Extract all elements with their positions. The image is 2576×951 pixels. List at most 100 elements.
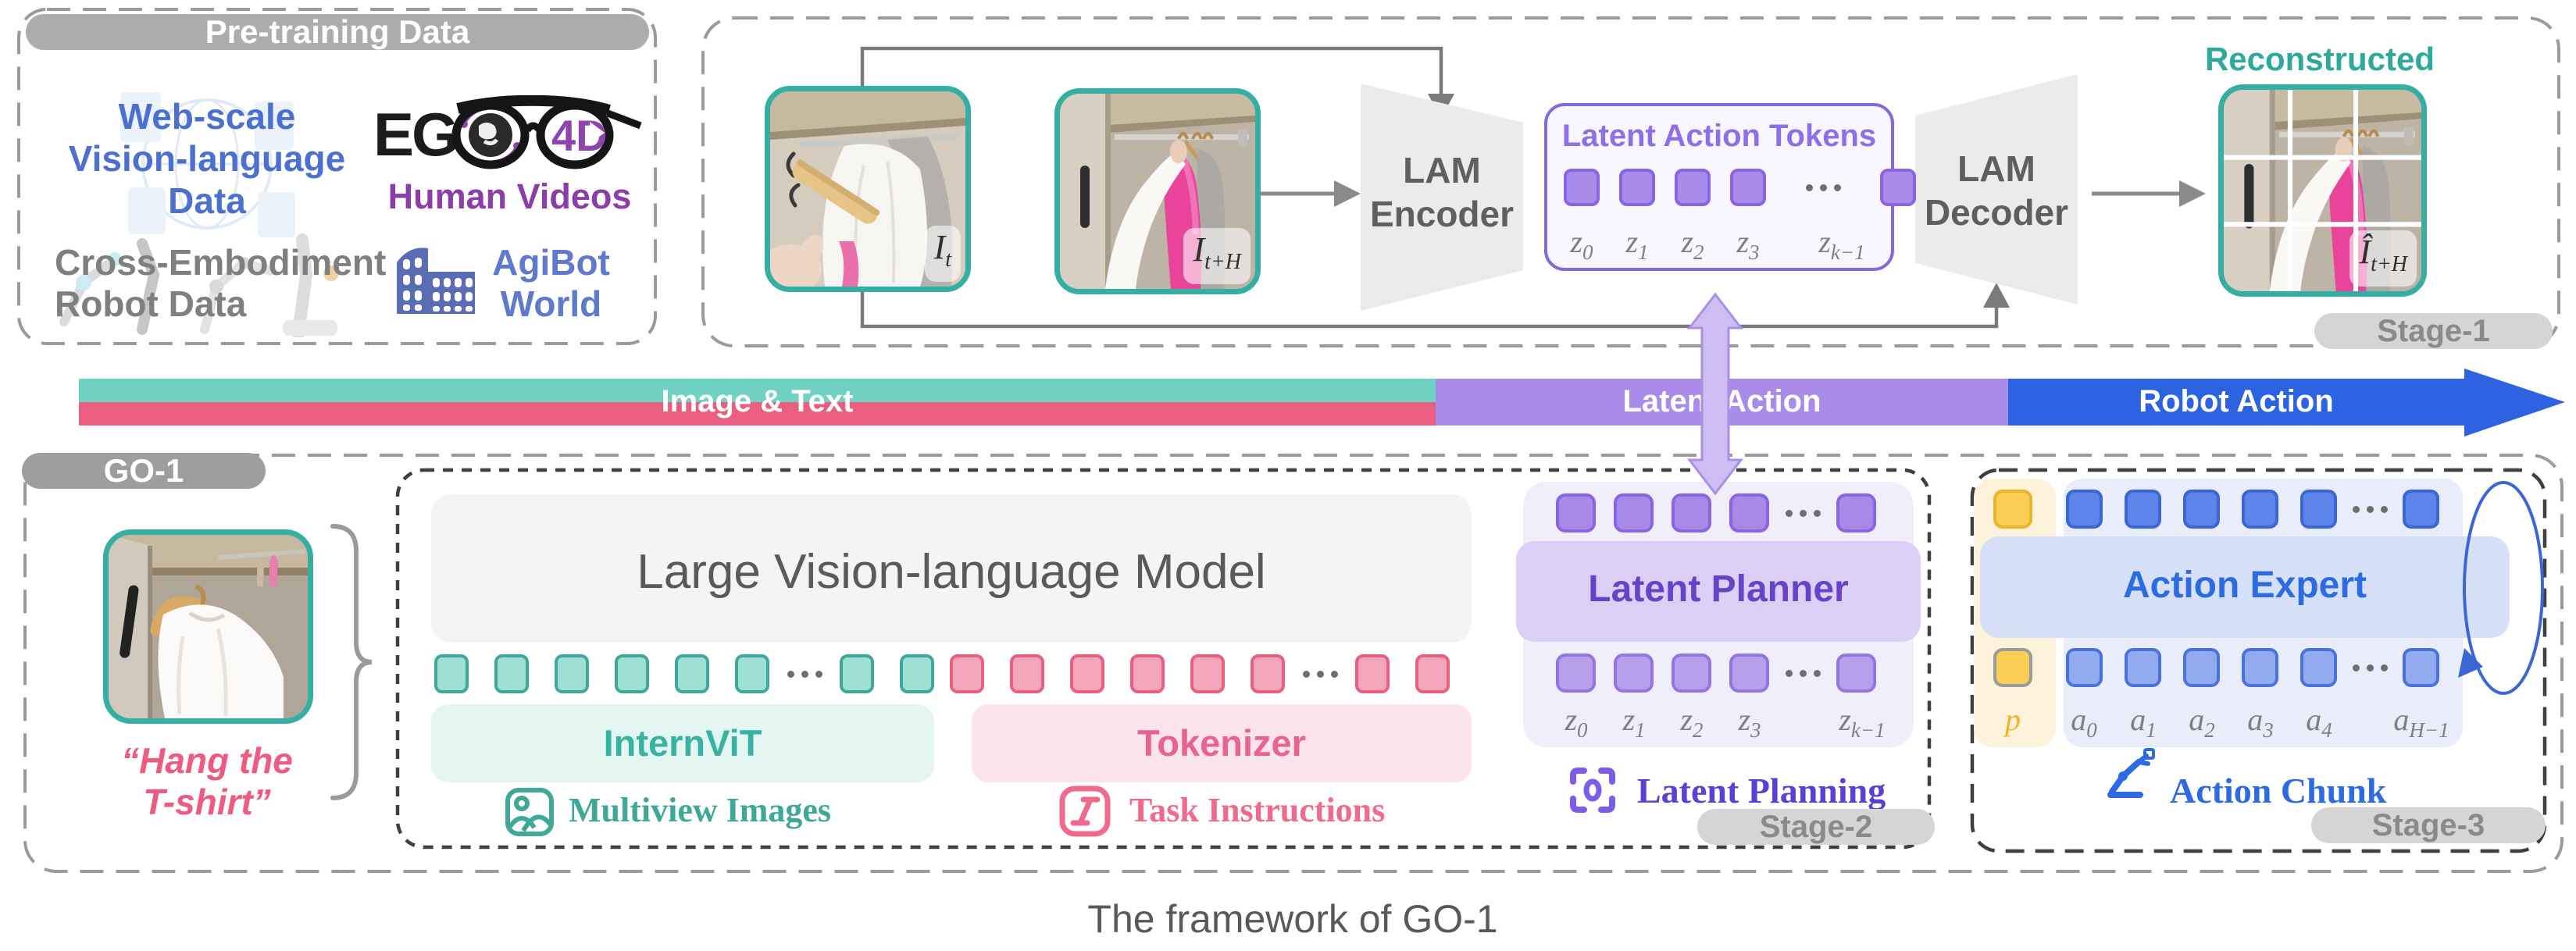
figure-caption: The framework of GO-1	[1087, 897, 1498, 941]
task-instructions-label: Task Instructions	[1129, 791, 1386, 829]
a0-label: a0	[2071, 702, 2097, 742]
ego4d-logo: EG 4D	[373, 95, 642, 169]
go1-pill: GO-1	[22, 452, 266, 489]
bottom-feedback-line	[860, 283, 1999, 329]
token	[1675, 169, 1711, 206]
action-loop-arrow	[2458, 481, 2544, 695]
multiview-images-icon	[505, 788, 554, 836]
top-feedback-line	[860, 46, 1443, 94]
ellipsis-icon	[1785, 509, 1821, 517]
reconstructed-title: Reconstructed	[2204, 41, 2435, 77]
token	[2183, 490, 2220, 529]
token	[1672, 654, 1711, 693]
robot-arm-icon	[2107, 748, 2155, 798]
band-arrowhead	[2464, 369, 2565, 436]
a2-label: a2	[2189, 702, 2215, 742]
frames-to-encoder-arrowhead	[1334, 180, 1361, 207]
token	[2125, 648, 2161, 687]
token	[2300, 648, 2337, 687]
lvlm-box	[431, 494, 1472, 643]
recon-symbol: Î	[2359, 233, 2371, 272]
a3-label: a3	[2247, 702, 2274, 742]
robot-arms-graphic	[59, 233, 339, 337]
latent-planner-box	[1516, 541, 1921, 642]
band-image-text-bottom	[79, 402, 1436, 426]
task-quote: “Hang the T-shirt”	[94, 740, 320, 823]
token	[2242, 490, 2278, 529]
token	[950, 654, 984, 693]
token	[1880, 169, 1916, 206]
token	[434, 654, 469, 693]
stage1-box-border	[701, 16, 2560, 347]
latent-planning-icon	[1570, 768, 1615, 813]
frame-th-image: It+H	[1054, 88, 1261, 294]
frame-th-label: It+H	[1183, 228, 1251, 284]
recon-label: Ît+H	[2349, 230, 2417, 287]
latent-planner-label: Latent Planner	[1588, 568, 1849, 610]
latent-planning-label: Latent Planning	[1637, 771, 1886, 810]
token	[494, 654, 529, 693]
stage2-pill: Stage-2	[1697, 809, 1935, 845]
band-robot-action-label: Robot Action	[2139, 384, 2334, 419]
lam-decoder-line2: Decoder	[1924, 192, 2069, 233]
token	[1556, 493, 1596, 532]
multiview-images-label: Multiview Images	[569, 791, 832, 829]
planner-z2-label: z2	[1680, 702, 1704, 742]
stage3-box-border	[1970, 468, 2547, 853]
ellipsis-icon	[2352, 505, 2388, 513]
recon-subscript: t+H	[2371, 252, 2407, 276]
tokenizer-box	[972, 704, 1472, 782]
cross-embodiment-line2: Robot Data	[55, 283, 247, 324]
web-scale-label: Web-scale Vision-language Data	[47, 95, 367, 222]
planner-z1-label: z1	[1622, 702, 1646, 742]
z1-label: z1	[1625, 224, 1649, 264]
band-image-text-top	[79, 379, 1436, 402]
token	[1729, 493, 1769, 532]
ellipsis-icon	[2352, 664, 2388, 671]
token	[1070, 654, 1104, 693]
ego4d-eg-text: EG	[373, 100, 457, 169]
ellipsis-icon	[1785, 669, 1821, 677]
token	[1614, 654, 1654, 693]
task-quote-line1: “Hang the	[121, 740, 293, 781]
token	[2300, 490, 2337, 529]
web-data-globe-icon	[120, 92, 295, 237]
expert-output-token-row	[2066, 648, 2439, 687]
bottom-feedback-arrowhead	[1983, 283, 2010, 308]
token	[1415, 654, 1450, 693]
web-scale-line3: Data	[168, 180, 246, 221]
pretraining-box-border	[17, 8, 657, 345]
cross-embodiment-line1: Cross-Embodiment	[55, 242, 387, 283]
action-chunk-label: Action Chunk	[2170, 771, 2387, 810]
text-token-row	[950, 654, 1450, 693]
lvlm-title: Large Vision-language Model	[637, 545, 1266, 599]
token	[1130, 654, 1165, 693]
ellipsis-icon	[1302, 670, 1338, 678]
action-expert-label: Action Expert	[2122, 565, 2367, 606]
agibot-line1: AgiBot	[492, 242, 610, 283]
ellipsis-icon	[787, 670, 822, 678]
token	[2125, 490, 2161, 529]
token	[1010, 654, 1044, 693]
z2-label: z2	[1681, 224, 1704, 264]
token	[840, 654, 874, 693]
token	[1556, 654, 1596, 693]
token	[2242, 648, 2278, 687]
lam-encoder-line1: LAM	[1403, 150, 1481, 191]
frame-th-subscript: t+H	[1204, 250, 1241, 274]
pretraining-title-pill: Pre-training Data	[26, 13, 649, 50]
stage1-pill: Stage-1	[2314, 313, 2553, 349]
token	[2066, 648, 2103, 687]
lam-decoder-label: LAM Decoder	[1915, 147, 2078, 234]
expert-input-token-row	[2066, 490, 2439, 529]
zk-label: zk−1	[1818, 224, 1865, 264]
frame-th-symbol: I	[1193, 230, 1205, 269]
proprio-token-bottom	[1993, 648, 2032, 687]
token	[2403, 648, 2439, 687]
latent-action-flow-arrow	[1686, 292, 1744, 496]
planner-zk-label: zk−1	[1839, 702, 1886, 742]
token	[2066, 490, 2103, 529]
token	[2183, 648, 2220, 687]
token	[615, 654, 649, 693]
